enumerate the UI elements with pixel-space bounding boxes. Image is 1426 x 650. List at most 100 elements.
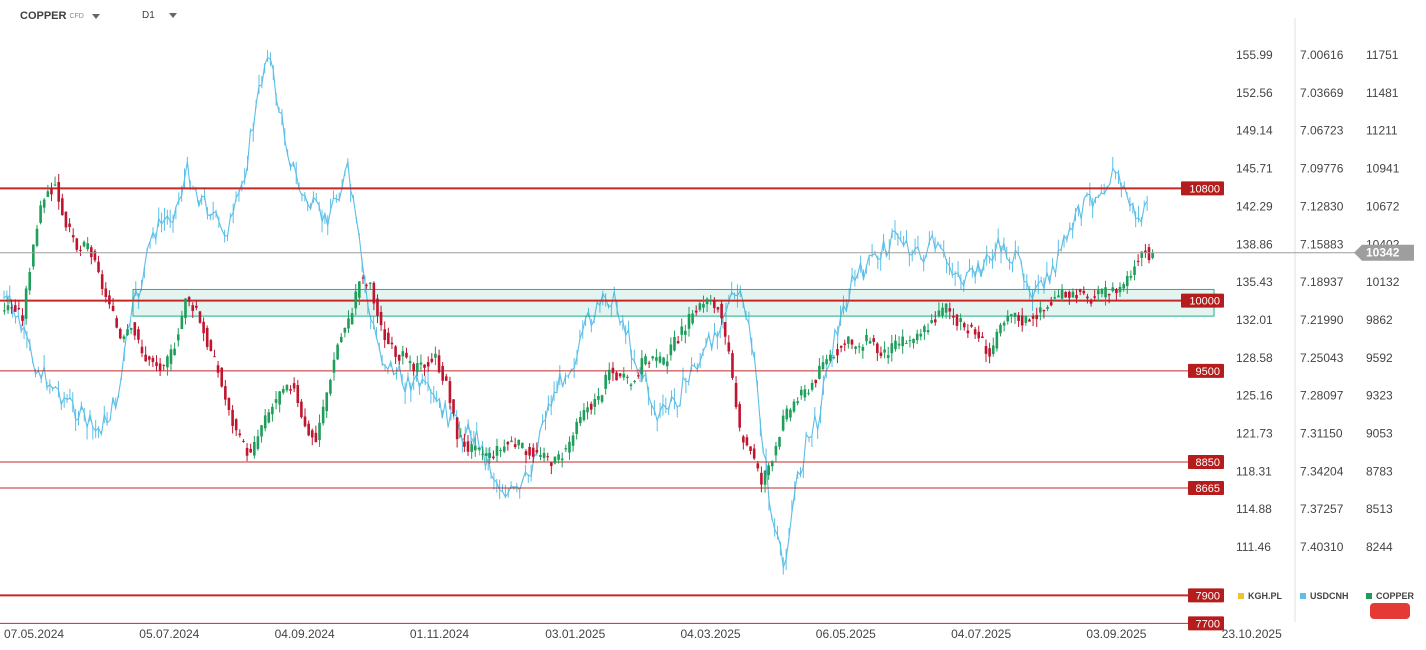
x-tick-label: 04.07.2025 <box>951 627 1011 641</box>
candle-body <box>1107 293 1111 296</box>
candle-body <box>847 336 850 344</box>
candle-body <box>198 311 202 323</box>
candle-body <box>1144 250 1147 253</box>
candle-body <box>1104 287 1107 298</box>
legend-item-copper[interactable]: COPPER <box>1366 591 1414 601</box>
candle-body <box>857 346 861 348</box>
candle-body <box>597 395 600 400</box>
candle-body <box>579 417 582 424</box>
x-tick-label: 04.03.2025 <box>681 627 741 641</box>
candle-body <box>1017 315 1020 321</box>
candle-body <box>981 336 984 338</box>
candle-body <box>720 303 723 319</box>
candle-body <box>709 299 713 301</box>
timeframe-selector[interactable]: D1 <box>142 10 177 21</box>
x-tick-label: 04.09.2024 <box>275 627 335 641</box>
candle-body <box>499 450 502 452</box>
candle-body <box>865 335 868 342</box>
candle-body <box>604 374 607 389</box>
action-button[interactable] <box>1370 603 1410 619</box>
axis-tick-label-usdcnh: 7.31150 <box>1300 427 1343 441</box>
candle-body <box>883 349 886 353</box>
candle-body <box>118 329 122 339</box>
axis-tick-label-usdcnh: 7.34204 <box>1300 464 1344 478</box>
symbol-selector[interactable]: COPPER CFD <box>20 10 100 22</box>
candle-body <box>977 331 981 339</box>
axis-tick-label-copper: 8783 <box>1366 464 1393 478</box>
x-tick-label: 23.10.2025 <box>1222 627 1282 641</box>
candle-body <box>680 326 684 335</box>
candle-body <box>332 359 336 373</box>
candle-body <box>412 363 415 372</box>
axis-tick-label-usdcnh: 7.09776 <box>1300 162 1344 176</box>
levels: 10800 10000 9500 8850 8665 7900 7700 <box>0 181 1224 631</box>
candle-body <box>705 298 709 305</box>
candle-body <box>546 456 550 458</box>
candle-body <box>339 336 343 343</box>
candle-body <box>644 356 647 365</box>
candle-body <box>329 379 332 394</box>
candle-body <box>372 282 376 304</box>
candle-body <box>423 364 426 368</box>
legend-item-kgh[interactable]: KGH.PL <box>1238 591 1282 601</box>
x-tick-label: 01.11.2024 <box>410 627 469 641</box>
axis-tick-label-usdcnh: 7.03669 <box>1300 86 1344 100</box>
candle-body <box>144 354 147 362</box>
candle-body <box>321 406 325 424</box>
candle-body <box>300 401 303 418</box>
candle-body <box>111 305 115 312</box>
candle-body <box>68 223 71 228</box>
candle-body <box>1006 315 1010 322</box>
level-tag-7700 <box>1188 616 1224 631</box>
candle-body <box>673 336 676 351</box>
candle-body <box>542 452 546 458</box>
legend-item-usdcnh[interactable]: USDCNH <box>1300 591 1349 601</box>
candle-body <box>843 343 847 345</box>
candle-body <box>731 353 734 378</box>
candle-body <box>756 463 760 469</box>
candle-body <box>510 440 513 443</box>
candle-body <box>1082 290 1086 294</box>
candle-body <box>470 444 473 452</box>
candle-body <box>539 454 542 457</box>
axis-tick-label-copper: 11481 <box>1366 86 1399 100</box>
candle-body <box>937 310 941 316</box>
x-tick-label: 07.05.2024 <box>4 627 64 641</box>
candle-body <box>629 384 633 387</box>
candle-body <box>383 329 387 340</box>
candle-body <box>524 451 528 456</box>
candle-body <box>1075 295 1078 299</box>
candle-body <box>6 305 10 311</box>
axis-tick-label-usdcnh: 7.37257 <box>1300 502 1344 516</box>
candle-body <box>216 365 220 373</box>
x-tick-label: 06.05.2025 <box>816 627 876 641</box>
candle-body <box>723 322 727 337</box>
candle-body <box>263 415 267 429</box>
candle-body <box>100 274 104 289</box>
candle-body <box>582 409 586 421</box>
candle-body <box>778 437 781 447</box>
candle-body <box>1147 247 1151 261</box>
axis-tick-label-usdcnh: 7.12830 <box>1300 199 1344 213</box>
candle-body <box>195 305 198 308</box>
candle-body <box>1028 319 1031 322</box>
candle-body <box>933 319 937 323</box>
candle-body <box>799 389 803 396</box>
axis-tick-label-usdcnh: 7.25043 <box>1300 351 1344 365</box>
candle-body <box>245 447 249 456</box>
candle-body <box>618 373 622 377</box>
candle-body <box>792 401 796 412</box>
candle-body <box>738 404 741 428</box>
candle-body <box>253 441 256 456</box>
x-tick-label: 03.01.2025 <box>545 627 605 641</box>
candle-body <box>53 184 57 186</box>
candle-body <box>28 272 32 291</box>
candle-body <box>281 389 285 393</box>
candle-body <box>593 398 597 407</box>
candle-body <box>285 384 289 391</box>
candle-body <box>1115 289 1118 294</box>
candle-body <box>1122 284 1125 289</box>
candle-body <box>434 353 437 358</box>
candle-body <box>448 381 452 404</box>
